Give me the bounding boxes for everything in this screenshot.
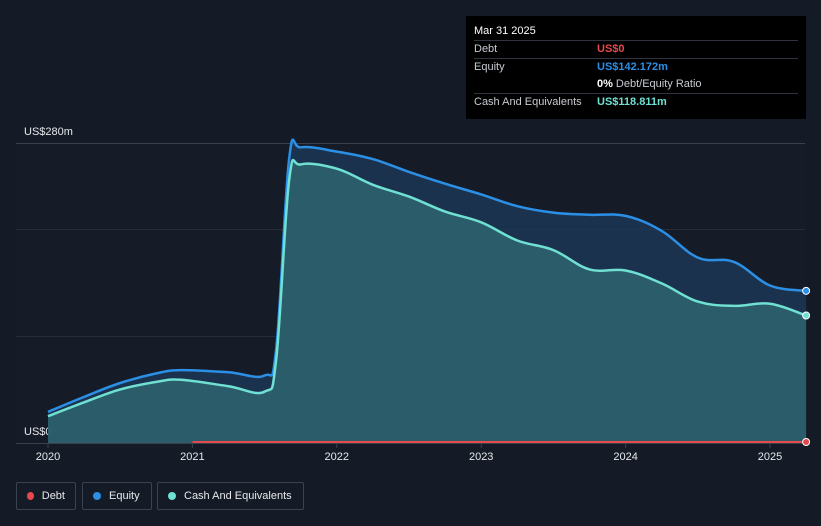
tooltip-ratio-value: 0%	[597, 78, 613, 90]
x-tick-label: 2022	[325, 451, 349, 463]
cash-end-marker	[802, 311, 811, 320]
tooltip-cash-label: Cash And Equivalents	[474, 96, 582, 108]
cash-legend-label: Cash And Equivalents	[184, 490, 292, 502]
tooltip-row-ratio: 0% Debt/Equity Ratio	[474, 76, 798, 93]
tooltip-debt-value: US$0	[597, 43, 625, 55]
equity-line[interactable]	[47, 138, 807, 414]
cash-area	[48, 160, 807, 443]
legend-cash[interactable]: Cash And Equivalents	[157, 482, 304, 510]
debt-legend-dot	[27, 492, 34, 500]
x-axis: 2020 2021 2022 2023 2024 2025	[36, 443, 782, 463]
x-tick-label: 2021	[180, 451, 204, 463]
legend-debt[interactable]: Debt	[16, 482, 76, 510]
x-tick-label: 2023	[469, 451, 493, 463]
equity-legend-dot	[93, 492, 101, 500]
debt-end-marker	[802, 438, 811, 446]
tooltip-cash-value: US$118.811m	[597, 96, 667, 108]
cash-legend-dot	[168, 492, 176, 500]
tooltip-row-cash: Cash And Equivalents US$118.811m	[474, 93, 798, 111]
tooltip-date: Mar 31 2025	[474, 25, 536, 37]
tooltip-equity-label: Equity	[474, 61, 505, 73]
y-axis-min-label: US$0	[24, 426, 52, 438]
x-tick-label: 2024	[613, 451, 637, 463]
debt-legend-label: Debt	[41, 490, 65, 502]
x-tick-label: 2020	[36, 451, 60, 463]
equity-legend-label: Equity	[109, 490, 140, 502]
y-axis-max-label: US$280m	[24, 126, 73, 138]
legend-equity[interactable]: Equity	[82, 482, 152, 510]
tooltip-row-debt: Debt US$0	[474, 40, 798, 58]
tooltip-ratio-label: Debt/Equity Ratio	[615, 78, 702, 90]
cash-line[interactable]	[47, 158, 807, 418]
tooltip-debt-label: Debt	[474, 43, 498, 55]
x-tick-label: 2025	[758, 451, 782, 463]
tooltip-row-equity: Equity US$142.172m	[474, 58, 798, 76]
tooltip-equity-value: US$142.172m	[597, 61, 668, 73]
equity-end-marker	[802, 286, 811, 295]
tooltip-panel: Mar 31 2025 Debt US$0 Equity US$142.172m…	[466, 16, 806, 119]
